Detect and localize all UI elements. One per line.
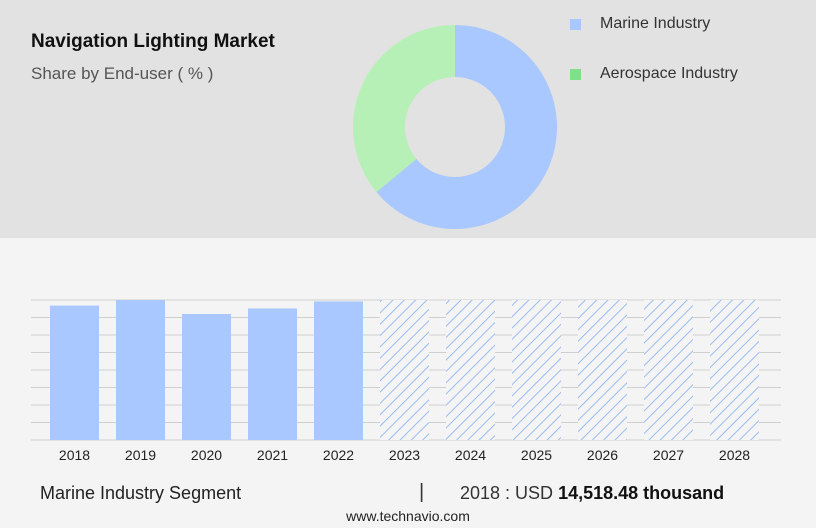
legend-item-marine: Marine Industry [570,12,738,36]
chart-title: Navigation Lighting Market [31,31,275,52]
bar-2024 [446,300,495,440]
bar-chart: 2018 2019 2020 2021 2022 2023 2024 2025 2026 2027… [31,299,781,463]
donut-slice-aerospace-industry [353,25,455,193]
donut-slice-marine-industry [376,25,557,230]
legend-swatch-aerospace [570,68,581,80]
bar-2027 [644,300,693,440]
x-tick-label-2020: 2020 [191,447,222,463]
bar-2022 [314,301,363,440]
legend-label-marine: Marine Industry [600,15,711,32]
footer-divider: | [419,481,425,503]
x-tick-label-2027: 2027 [653,447,684,463]
segment-value-amount: 14,518.48 thousand [558,483,725,503]
segment-label: Marine Industry Segment [40,483,242,503]
donut-legend: Marine Industry Aerospace Industry [570,12,738,112]
segment-value: 2018 : USD 14,518.48 thousand [460,483,724,504]
donut-chart [353,25,557,230]
x-tick-label-2028: 2028 [719,447,750,463]
x-tick-label-2025: 2025 [521,447,552,463]
bar-2019 [116,300,165,440]
segment-value-prefix: 2018 : USD [460,483,554,503]
source-link[interactable]: www.technavio.com [346,508,470,524]
x-tick-label-2018: 2018 [59,447,90,463]
bar-2026 [578,300,627,440]
legend-label-aerospace: Aerospace Industry [600,65,738,82]
x-tick-label-2023: 2023 [389,447,420,463]
bar-2020 [182,314,231,440]
x-tick-label-2024: 2024 [455,447,486,463]
bar-2018 [50,305,99,440]
legend-swatch-marine [570,18,581,30]
x-tick-label-2026: 2026 [587,447,618,463]
bar-2025 [512,300,561,440]
legend-item-aerospace: Aerospace Industry [570,62,738,86]
x-tick-label-2021: 2021 [257,447,288,463]
bar-2021 [248,308,297,440]
x-tick-label-2019: 2019 [125,447,156,463]
x-tick-label-2022: 2022 [323,447,354,463]
chart-subtitle: Share by End-user ( % ) [31,64,214,83]
bar-2023 [380,300,429,440]
bar-2028 [710,300,759,440]
